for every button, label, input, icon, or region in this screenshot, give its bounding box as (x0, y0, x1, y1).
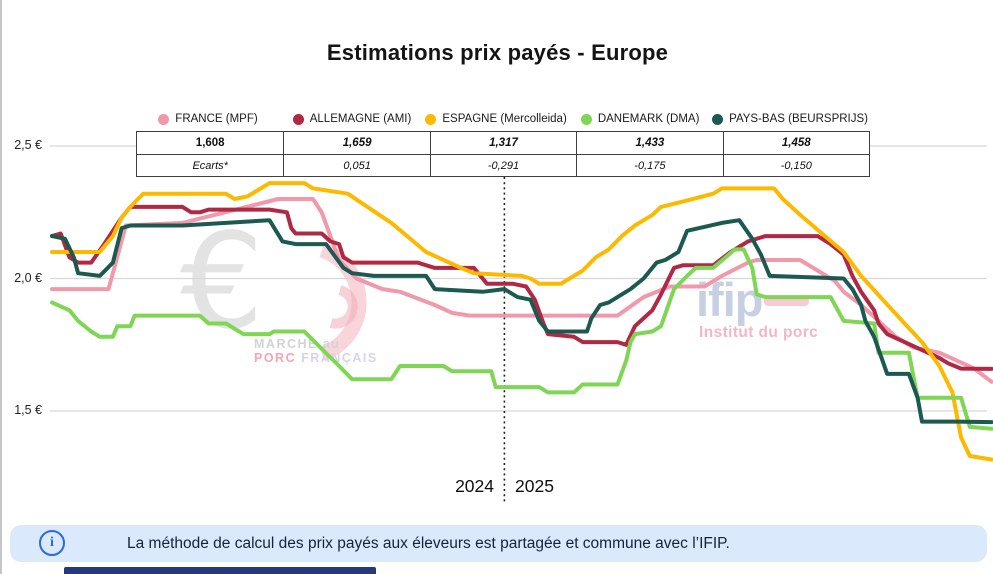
table-price-cell: 1,458 (722, 132, 869, 154)
info-icon: i (39, 530, 65, 556)
mpf-watermark-line2: PORC FRANÇAIS (254, 351, 378, 365)
legend-item-danemark-dma[interactable]: DANEMARK (DMA) (568, 108, 712, 130)
table-price-cell: 1,317 (429, 132, 577, 154)
legend-dot-icon (712, 113, 724, 125)
legend-dot-icon (425, 113, 437, 125)
table-price-cell: 1,433 (576, 132, 723, 154)
table-ecart-cell: Ecarts* (137, 154, 284, 176)
table-ecart-cell: -0,175 (576, 154, 723, 176)
table-ecart-cell: -0,150 (722, 154, 869, 176)
table-price-cell: 1,608 (137, 132, 284, 154)
legend-item-allemagne-ami[interactable]: ALLEMAGNE (AMI) (280, 108, 424, 130)
price-table: 1,608 1,659 1,317 1,433 1,458 Ecarts* 0,051 -0,… (136, 131, 870, 177)
legend-item-france-mpf[interactable]: FRANCE (MPF) (136, 108, 280, 130)
ifip-logo-pill (764, 297, 809, 306)
year-label-2024: 2024 (455, 476, 494, 496)
euro-logo-icon: € (180, 205, 264, 359)
legend-label: ALLEMAGNE (AMI) (309, 113, 412, 125)
legend-label: DANEMARK (DMA) (597, 113, 700, 125)
footer-bar (64, 567, 376, 574)
y-tick-label: 1,5 € (14, 403, 42, 417)
legend-dot-icon (292, 113, 304, 125)
info-note-text: La méthode de calcul des prix payés aux … (127, 534, 730, 552)
table-price-cell: 1,659 (283, 132, 430, 154)
legend-label: FRANCE (MPF) (175, 113, 258, 125)
year-label-2025: 2025 (515, 476, 554, 496)
line-chart (50, 145, 993, 503)
series-line-france-mpf (50, 197, 993, 384)
series-line-danemark-dma (50, 247, 993, 431)
table-ecart-cell: 0,051 (283, 154, 430, 176)
legend-item-espagne-mercolleida[interactable]: ESPAGNE (Mercolleida) (424, 108, 568, 130)
ifip-subtitle: Institut du porc (699, 324, 819, 341)
legend-label: PAYS-BAS (BEURSPRIJS) (729, 113, 869, 125)
page-title: Estimations prix payés - Europe (326, 40, 669, 65)
y-tick-label: 2,5 € (14, 138, 42, 152)
chart-legend: FRANCE (MPF) ALLEMAGNE (AMI) ESPAGNE (Merc… (136, 108, 868, 130)
info-note-bar: i La méthode de calcul des prix payés au… (10, 525, 987, 562)
table-ecart-cell: -0,291 (429, 154, 577, 176)
legend-item-pays-bas-beursprijs[interactable]: PAYS-BAS (BEURSPRIJS) (712, 108, 868, 130)
series-line-pays-bas-beursprijs (50, 218, 993, 425)
series-line-espagne-mercolleida (50, 181, 993, 462)
legend-label: ESPAGNE (Mercolleida) (442, 113, 567, 125)
legend-dot-icon (158, 113, 170, 125)
y-tick-label: 2,0 € (14, 270, 42, 285)
legend-dot-icon (580, 113, 592, 125)
